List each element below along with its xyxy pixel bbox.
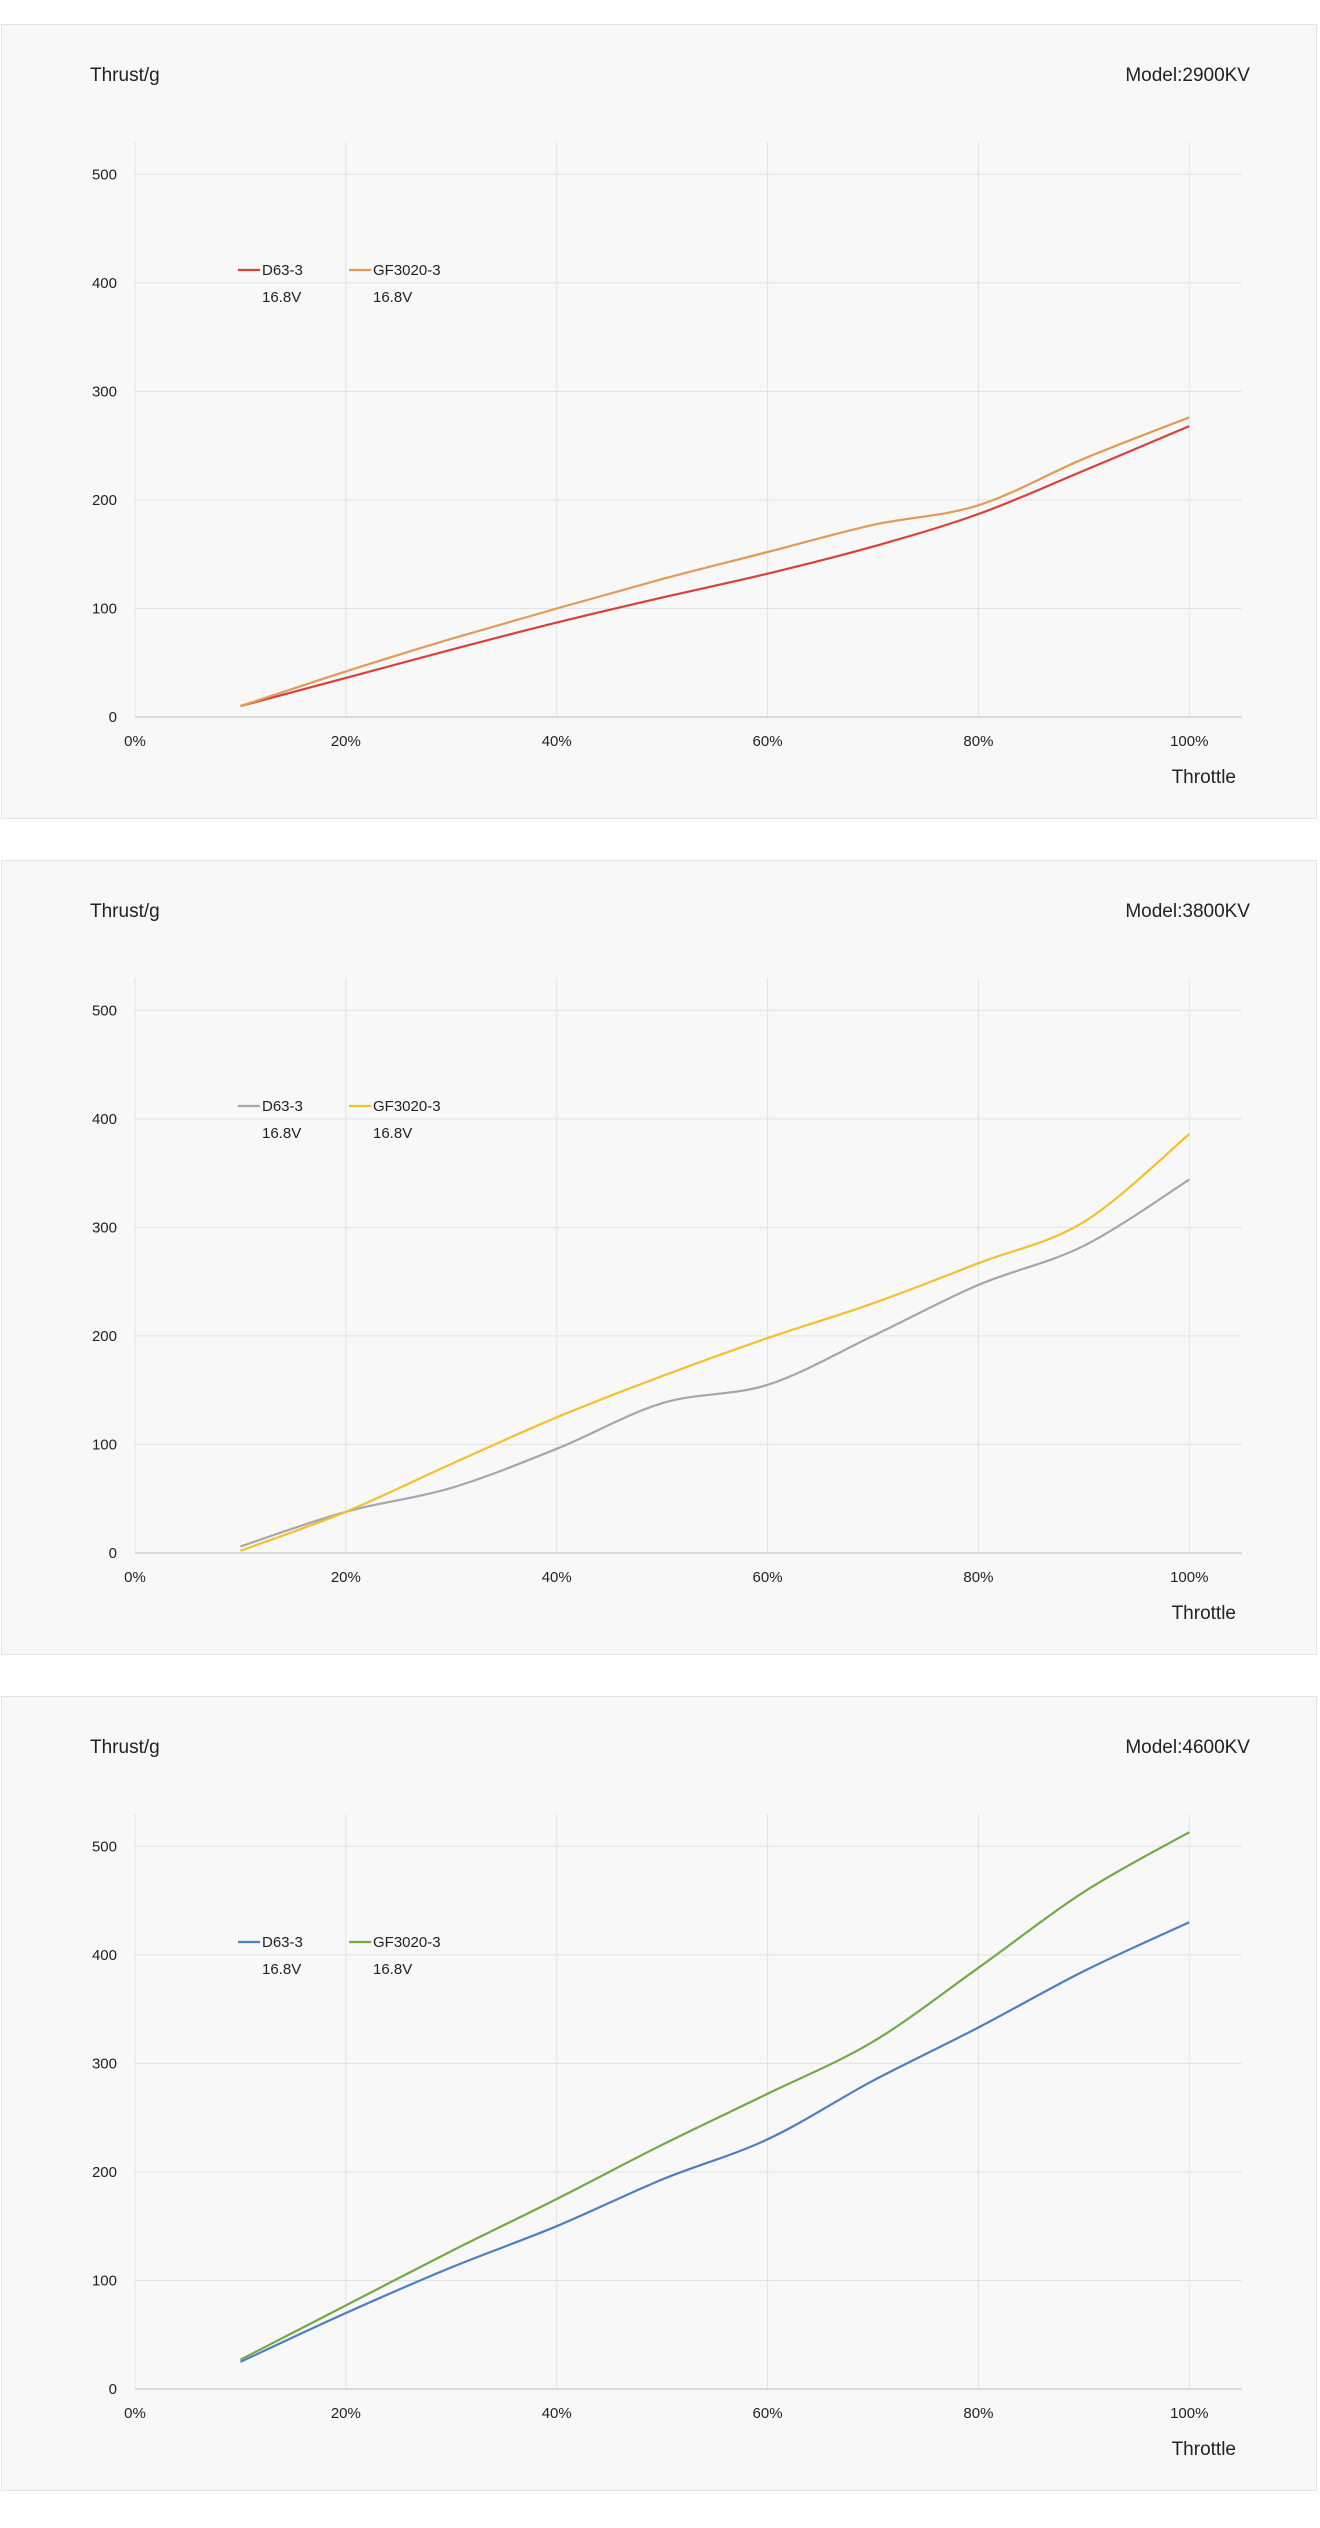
- series-line-gf3020-3: [240, 1133, 1191, 1552]
- x-tick-label: 100%: [1170, 2405, 1208, 2422]
- x-tick-label: 80%: [963, 733, 993, 750]
- legend-sublabel: 16.8V: [373, 1125, 412, 1142]
- y-tick-label: 400: [92, 1947, 117, 1964]
- y-tick-label: 100: [92, 600, 117, 617]
- y-tick-label: 500: [92, 166, 117, 183]
- legend-sublabel: 16.8V: [373, 289, 412, 306]
- legend-sublabel: 16.8V: [262, 289, 301, 306]
- y-tick-label: 100: [92, 2272, 117, 2289]
- line-chart: 0% 20% 40% 60% 80% 100% 0 100 200 300 400 500 D63-3 1…: [92, 142, 1242, 750]
- x-tick-label: 60%: [753, 2405, 783, 2422]
- y-tick-label: 0: [109, 2381, 117, 2398]
- x-tick-label: 0%: [124, 1569, 146, 1586]
- y-tick-label: 500: [92, 1838, 117, 1855]
- legend-label: GF3020-3: [373, 262, 441, 279]
- x-axis-label: Throttle: [1171, 767, 1236, 788]
- legend-label: GF3020-3: [373, 1098, 441, 1115]
- y-tick-label: 200: [92, 1328, 117, 1345]
- y-axis-label: Thrust/g: [90, 901, 160, 922]
- chart-panel-4600kv: 0% 20% 40% 60% 80% 100% 0 100 200 300 400 500 D63-3 1…: [1, 1696, 1317, 2491]
- line-chart: 0% 20% 40% 60% 80% 100% 0 100 200 300 400 500 D63-3 1…: [92, 978, 1242, 1586]
- x-tick-label: 20%: [331, 733, 361, 750]
- y-tick-label: 400: [92, 275, 117, 292]
- y-axis-label: Thrust/g: [90, 65, 160, 86]
- x-tick-label: 20%: [331, 2405, 361, 2422]
- model-label: Model:3800KV: [1125, 901, 1250, 922]
- y-tick-label: 200: [92, 2164, 117, 2181]
- legend-sublabel: 16.8V: [262, 1125, 301, 1142]
- y-tick-label: 200: [92, 492, 117, 509]
- y-tick-label: 400: [92, 1111, 117, 1128]
- x-tick-label: 40%: [542, 733, 572, 750]
- legend-label: GF3020-3: [373, 1934, 441, 1951]
- y-tick-label: 100: [92, 1436, 117, 1453]
- x-tick-label: 60%: [753, 733, 783, 750]
- y-tick-label: 300: [92, 1219, 117, 1236]
- legend-sublabel: 16.8V: [262, 1961, 301, 1978]
- x-tick-label: 60%: [753, 1569, 783, 1586]
- x-tick-label: 20%: [331, 1569, 361, 1586]
- x-tick-label: 100%: [1170, 1569, 1208, 1586]
- y-tick-label: 0: [109, 709, 117, 726]
- x-tick-label: 100%: [1170, 733, 1208, 750]
- legend-label: D63-3: [262, 262, 303, 279]
- line-chart: 0% 20% 40% 60% 80% 100% 0 100 200 300 400 500 D63-3 1…: [92, 1814, 1242, 2422]
- x-tick-label: 0%: [124, 2405, 146, 2422]
- chart-panel-3800kv: 0% 20% 40% 60% 80% 100% 0 100 200 300 400 500 D63-3 1…: [1, 860, 1317, 1655]
- x-tick-label: 80%: [963, 2405, 993, 2422]
- series-line-d63-3: [240, 425, 1190, 708]
- y-tick-label: 300: [92, 2055, 117, 2072]
- x-axis-label: Throttle: [1171, 2439, 1236, 2460]
- y-tick-label: 500: [92, 1002, 117, 1019]
- legend-label: D63-3: [262, 1934, 303, 1951]
- series-line-gf3020-3: [240, 416, 1190, 708]
- x-tick-label: 80%: [963, 1569, 993, 1586]
- x-tick-label: 0%: [124, 733, 146, 750]
- y-axis-label: Thrust/g: [90, 1737, 160, 1758]
- legend-sublabel: 16.8V: [373, 1961, 412, 1978]
- model-label: Model:4600KV: [1125, 1737, 1250, 1758]
- x-tick-label: 40%: [542, 1569, 572, 1586]
- series-line-gf3020-3: [239, 1831, 1190, 2361]
- legend-label: D63-3: [262, 1098, 303, 1115]
- y-tick-label: 0: [109, 1545, 117, 1562]
- series-line-d63-3: [239, 1921, 1190, 2363]
- y-tick-label: 300: [92, 383, 117, 400]
- model-label: Model:2900KV: [1125, 65, 1250, 86]
- series-line-d63-3: [240, 1178, 1190, 1548]
- chart-panel-2900kv: 0% 20% 40% 60% 80% 100% 0 100 200 300 400 500 D63-3 1…: [1, 24, 1317, 819]
- x-axis-label: Throttle: [1171, 1603, 1236, 1624]
- x-tick-label: 40%: [542, 2405, 572, 2422]
